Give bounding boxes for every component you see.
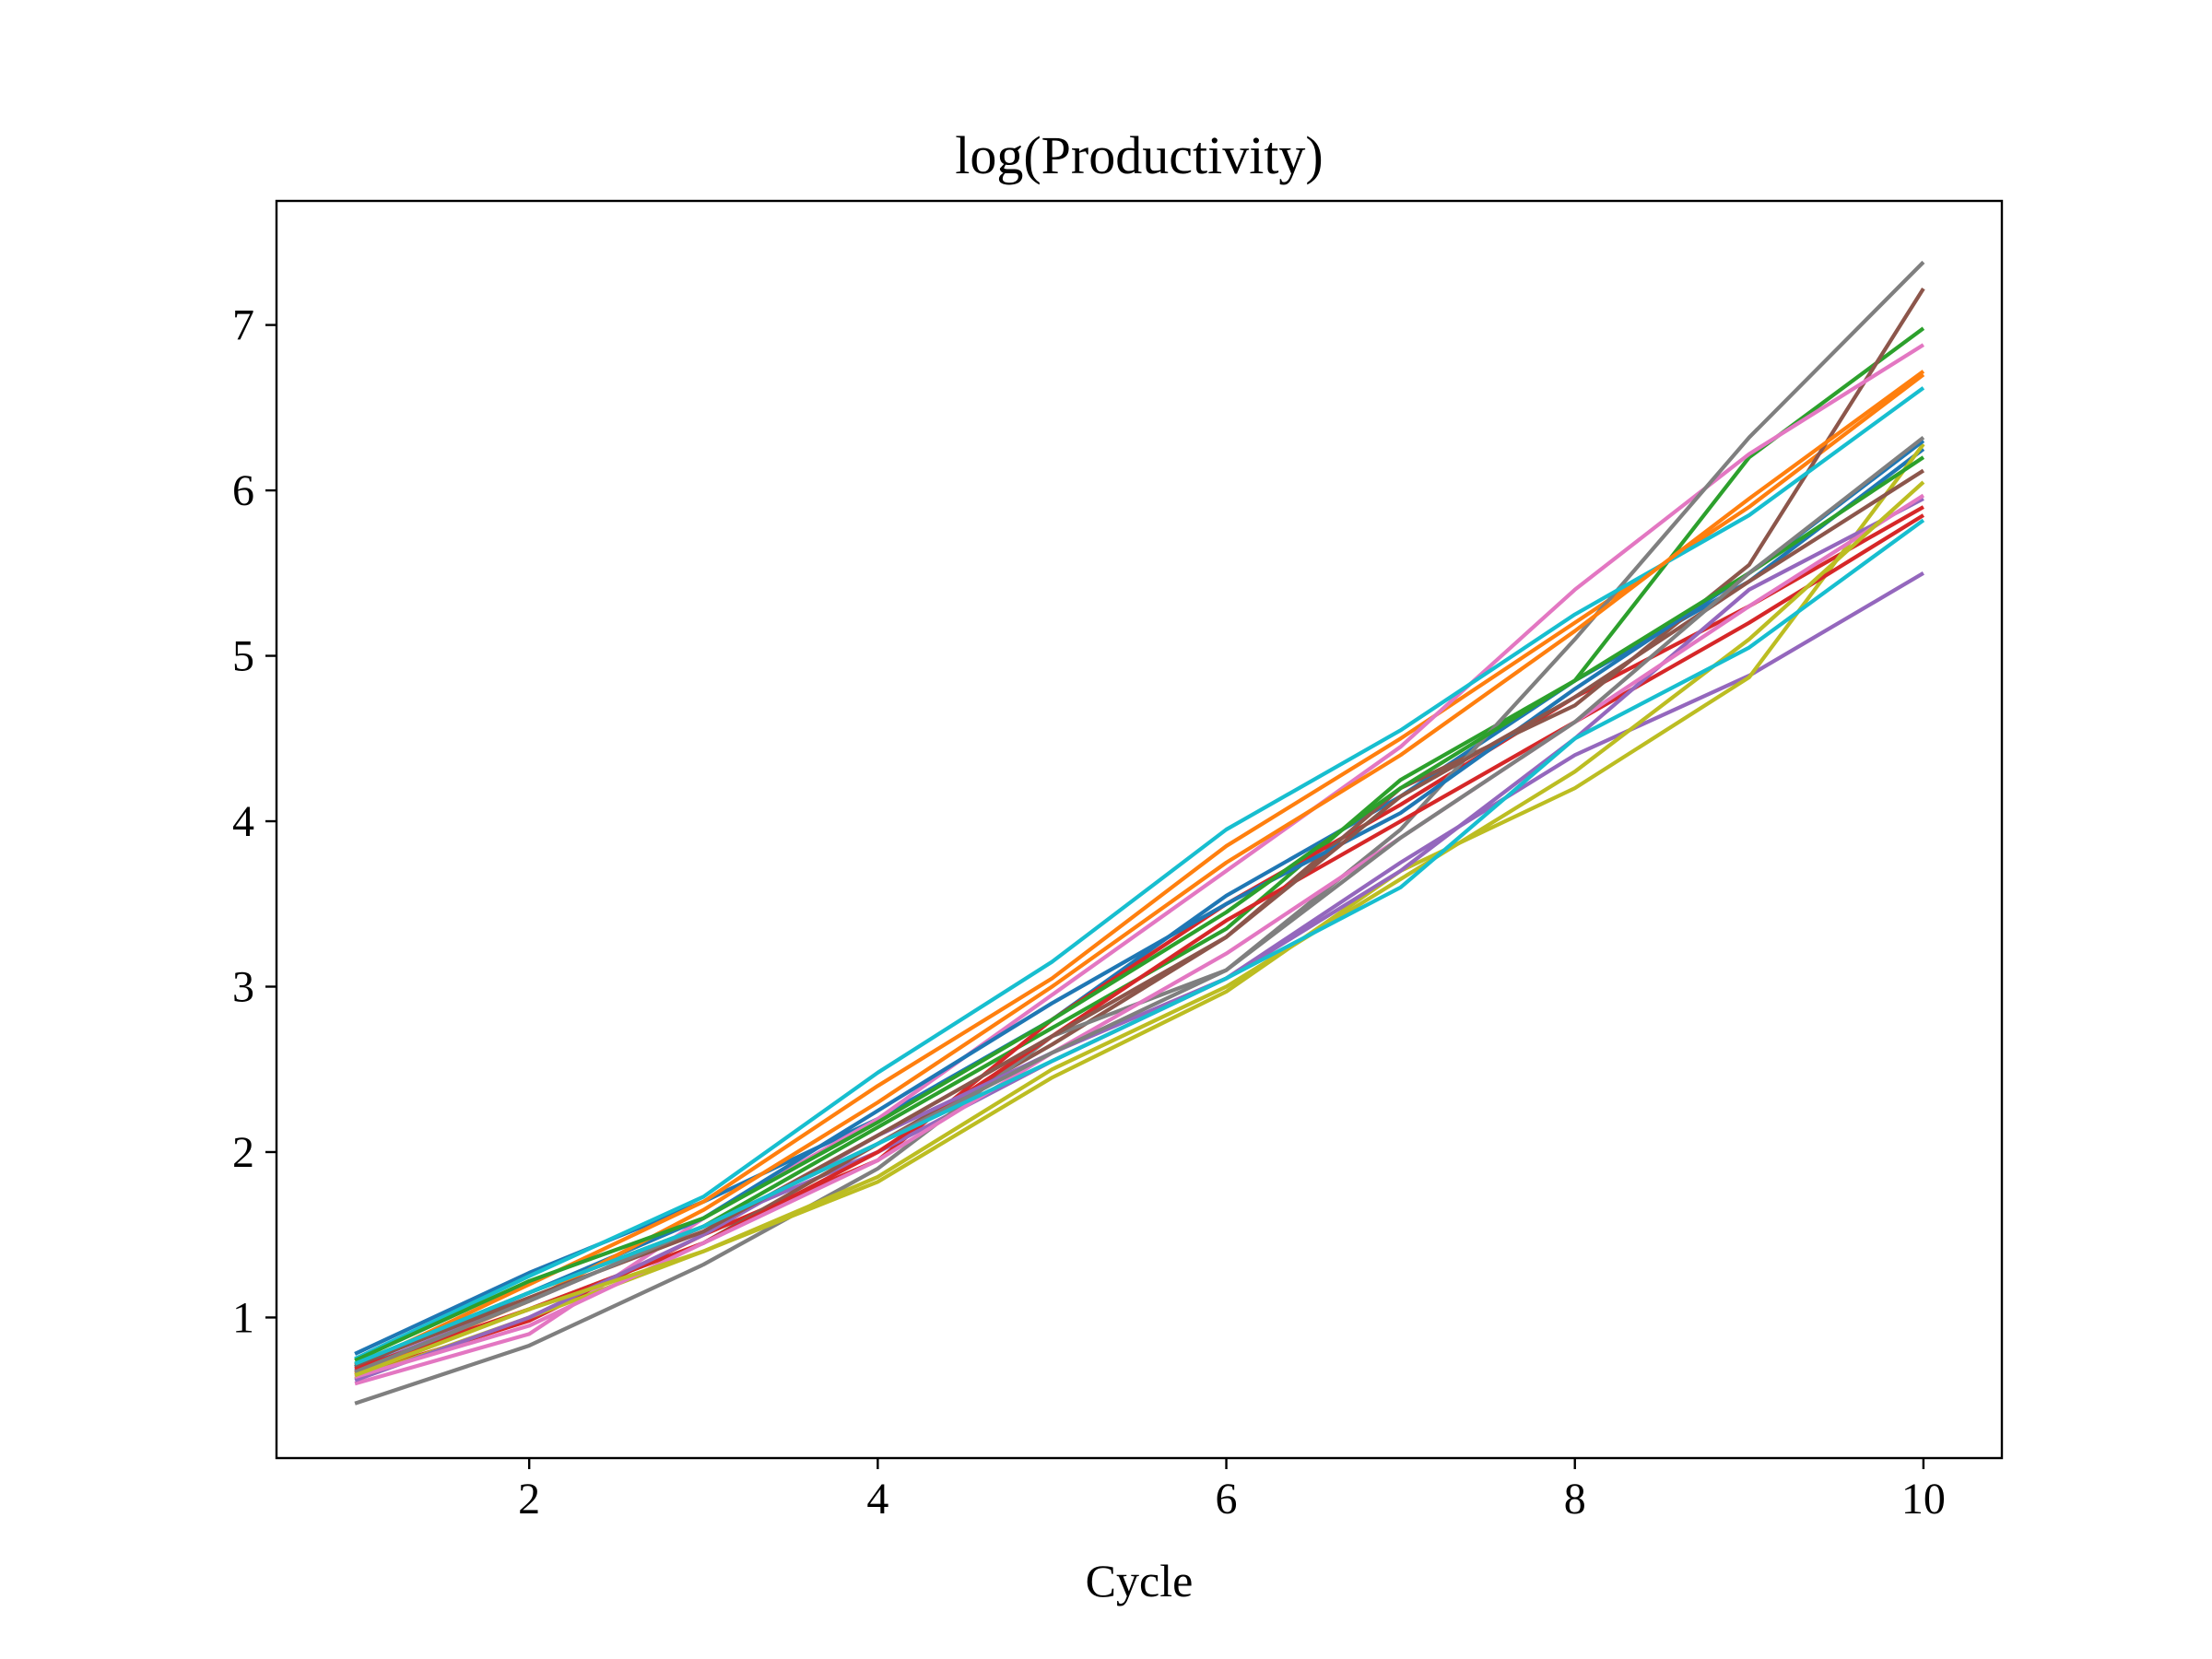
y-tick-label: 7 — [232, 301, 254, 350]
series-lines — [354, 260, 1925, 1406]
series-line-13 — [354, 455, 1925, 1363]
x-tick-label: 8 — [1564, 1475, 1586, 1524]
series-line-11 — [354, 439, 1925, 1370]
series-line-12 — [354, 370, 1925, 1376]
series-line-7 — [354, 343, 1925, 1386]
y-tick-label: 2 — [232, 1128, 254, 1177]
plot-frame — [275, 199, 2004, 1460]
x-tick-label: 6 — [1216, 1475, 1238, 1524]
series-line-6 — [354, 288, 1925, 1374]
chart-title: log(Productivity) — [955, 125, 1324, 185]
y-axis: 1 2 3 4 5 6 7 — [232, 301, 276, 1342]
x-tick-label: 2 — [518, 1475, 540, 1524]
series-line-3 — [354, 326, 1925, 1366]
series-line-17 — [354, 493, 1925, 1380]
x-axis-label: Cycle — [1086, 1555, 1194, 1606]
series-line-1 — [354, 447, 1925, 1356]
series-line-19 — [354, 480, 1925, 1378]
series-line-4 — [354, 505, 1924, 1378]
y-tick-label: 1 — [232, 1293, 254, 1342]
series-line-2 — [354, 372, 1925, 1370]
y-tick-label: 4 — [232, 797, 254, 846]
series-line-16 — [354, 468, 1925, 1368]
series-line-5 — [354, 571, 1924, 1372]
y-tick-label: 3 — [232, 963, 254, 1012]
y-tick-label: 6 — [232, 466, 254, 515]
x-tick-label: 10 — [1901, 1475, 1946, 1524]
series-line-8 — [354, 260, 1925, 1406]
series-line-18 — [354, 435, 1925, 1374]
series-line-20 — [354, 518, 1925, 1366]
y-tick-label: 5 — [232, 632, 254, 681]
x-tick-label: 4 — [866, 1475, 888, 1524]
x-axis: 2 4 6 8 10 — [518, 1458, 1946, 1524]
